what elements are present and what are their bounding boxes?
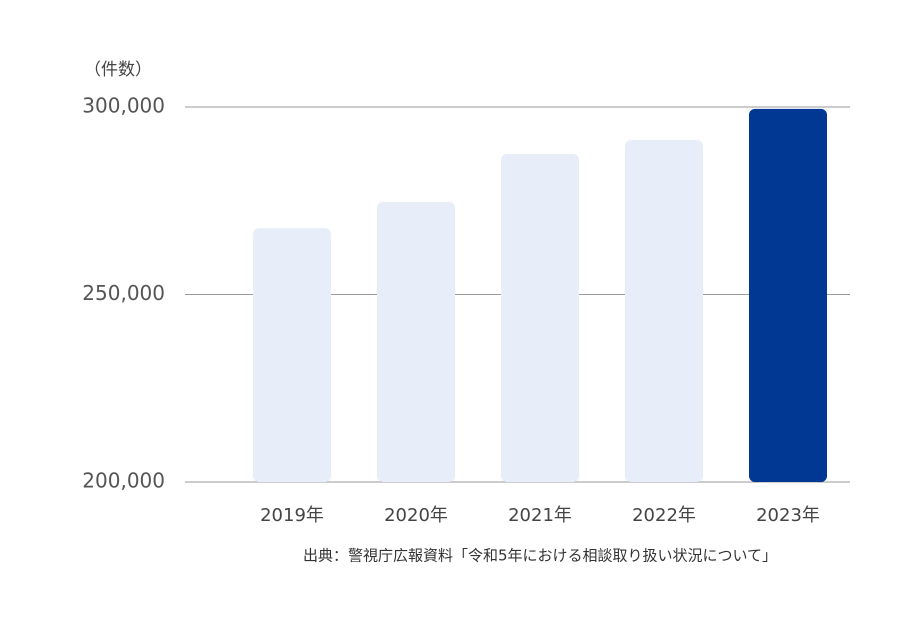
- bar: [749, 108, 827, 482]
- source-note: 出典：警視庁広報資料「令和5年における相談取り扱い状況について」: [303, 547, 777, 565]
- bar: [625, 140, 703, 482]
- bar: [377, 201, 455, 482]
- x-tick-label: 2020年: [384, 505, 448, 526]
- y-tick-label: 300,000: [82, 94, 165, 118]
- x-tick-label: 2019年: [260, 505, 324, 526]
- x-tick-label: 2021年: [508, 505, 572, 526]
- y-unit-label: （件数）: [84, 60, 152, 80]
- bar: [501, 153, 579, 482]
- y-tick-label: 250,000: [82, 281, 165, 305]
- y-tick-label: 200,000: [82, 469, 165, 493]
- x-tick-label: 2022年: [632, 505, 696, 526]
- x-tick-label: 2023年: [756, 505, 820, 526]
- bar: [253, 228, 331, 482]
